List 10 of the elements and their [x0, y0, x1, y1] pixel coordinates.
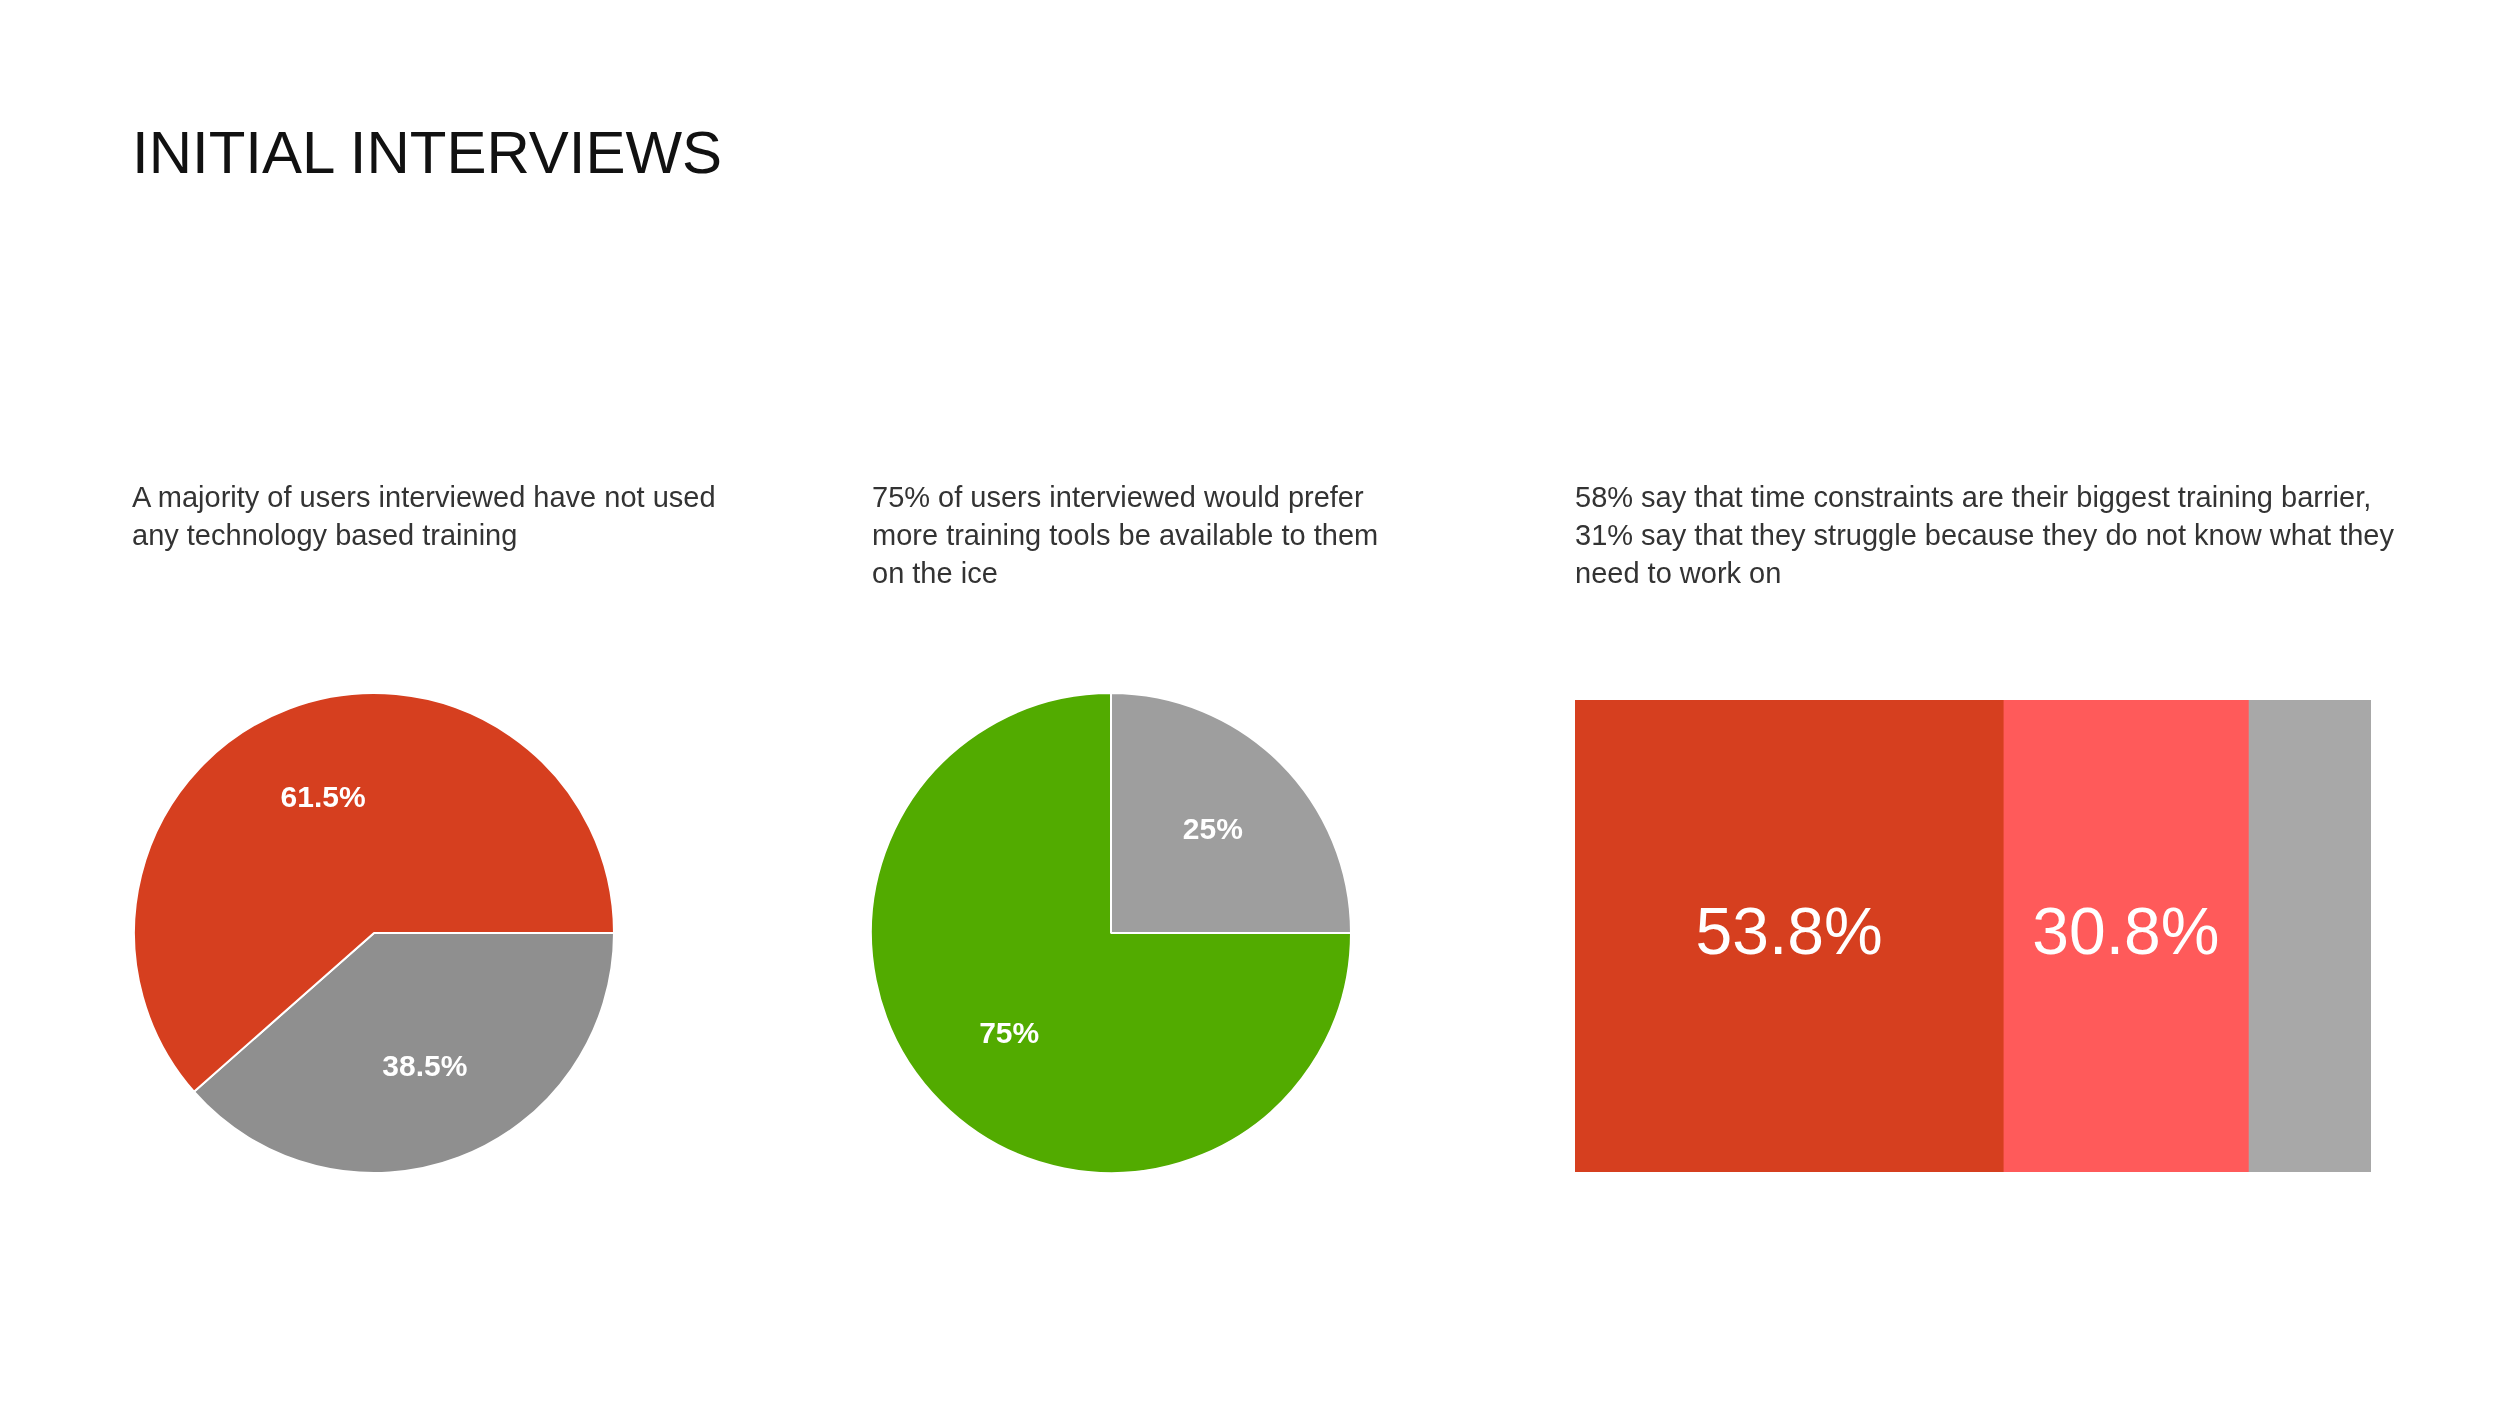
data-label: 38.5% — [382, 1048, 468, 1082]
data-label: 75% — [979, 1016, 1040, 1050]
chart-subtitle: A majority of users interviewed have not used any technology based training — [132, 480, 717, 553]
chart-title: 75% of users interviewed would prefer more training tools be available to them on the ice — [872, 480, 1380, 591]
chart-title: 58% say that time constraints are their biggest training barrier, 31% say that they struggle because they do not know what they need to work on — [1575, 480, 2395, 591]
chart-title: INITIAL INTERVIEWS — [132, 118, 724, 187]
data-label: 25% — [1182, 812, 1243, 846]
data-label: 61.5% — [280, 779, 366, 813]
data-label: 30.8% — [2032, 894, 2220, 969]
data-label: 53.8% — [1695, 894, 1883, 969]
